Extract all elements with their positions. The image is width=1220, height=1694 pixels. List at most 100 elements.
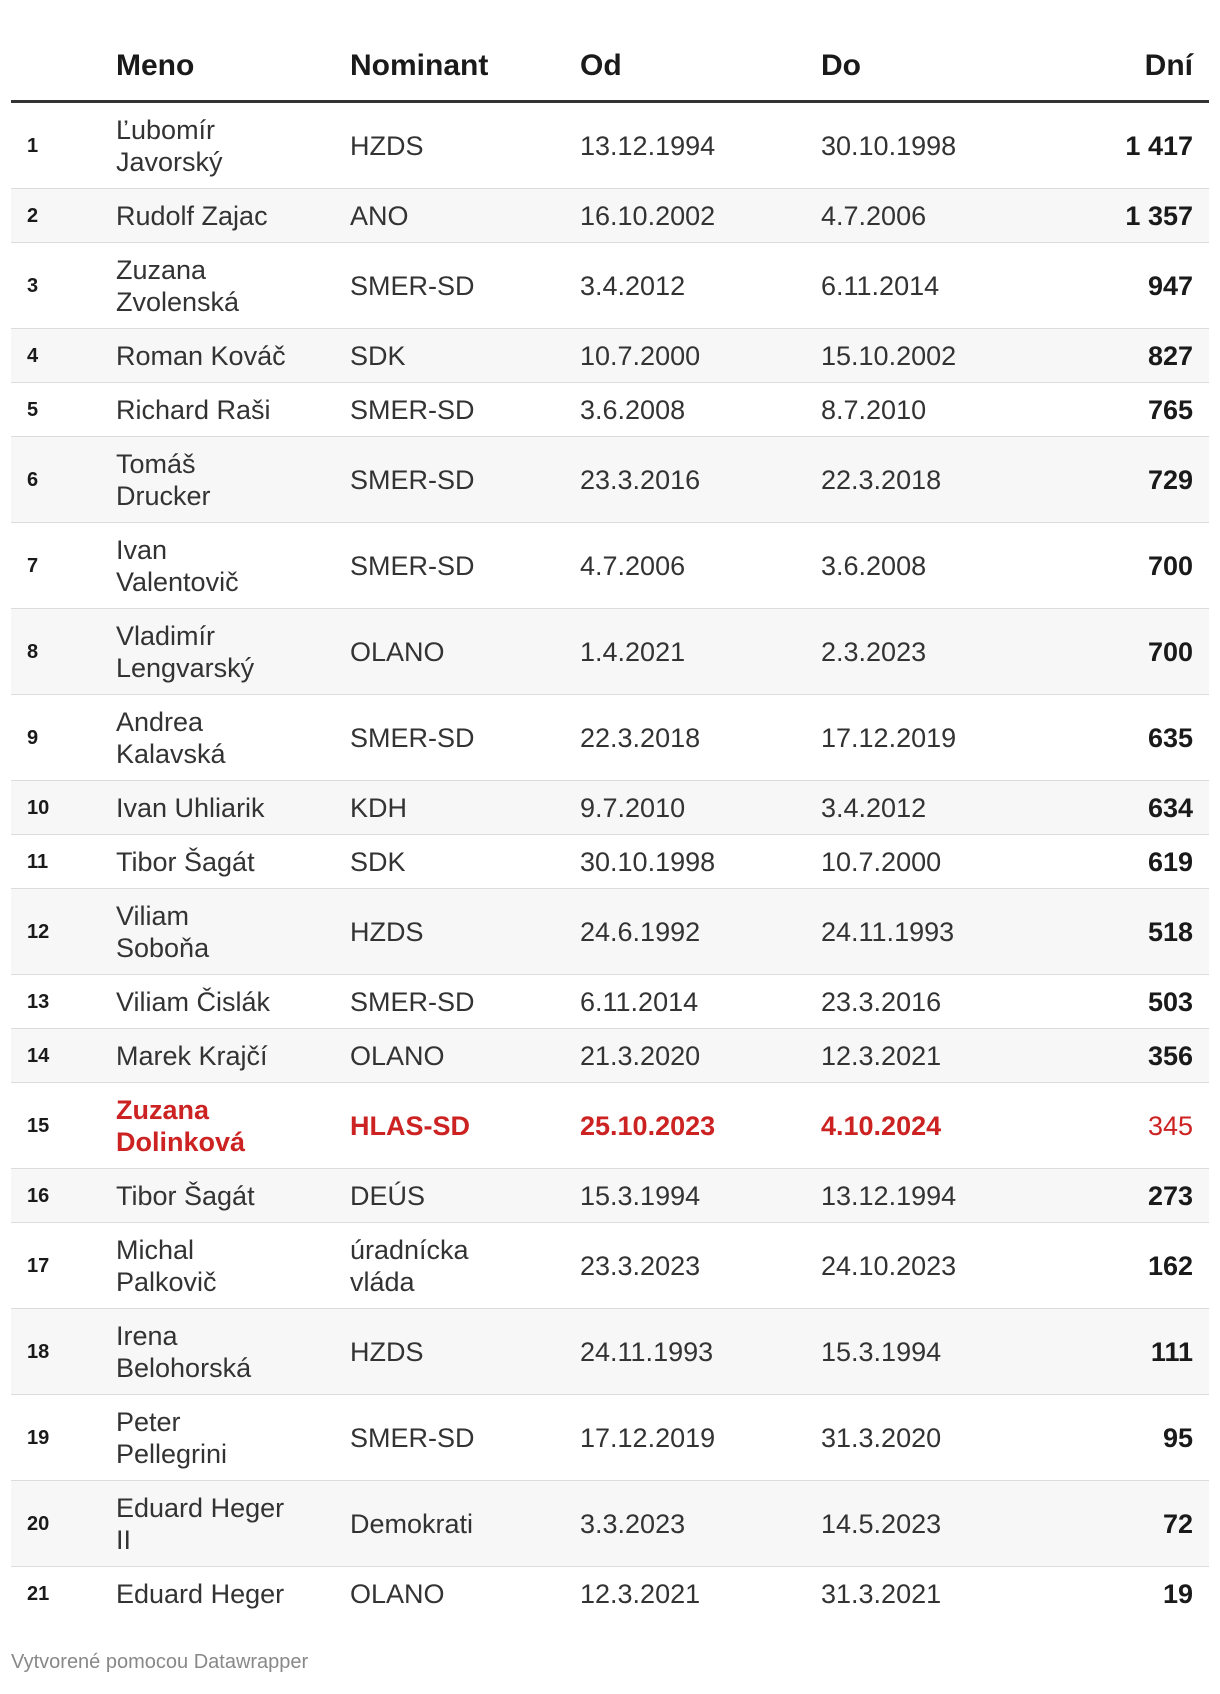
cell-name: Zuzana Dolinková [116,1083,350,1169]
header-from[interactable]: Od [580,32,821,103]
cell-party-text: SMER-SD [350,464,475,495]
cell-from: 24.6.1992 [580,889,821,975]
cell-party-text: ANO [350,200,409,231]
cell-name-text: Marek Krajčí [116,1040,268,1071]
cell-days-text: 827 [1147,340,1193,371]
table-row: 18 Irena Belohorská HZDS 24.11.1993 15.3.1994… [11,1308,1209,1395]
cell-from-text: 24.11.1993 [580,1336,714,1367]
cell-from-text: 13.12.1994 [580,130,716,161]
cell-to: 3.4.2012 [821,781,1061,835]
cell-from-text: 3.4.2012 [580,270,686,301]
table-row: 2 Rudolf Zajac ANO 16.10.2002 4.7.2006 1 357 [11,188,1209,243]
cell-party-text: SMER-SD [350,550,475,581]
cell-party-text: SMER-SD [350,986,475,1017]
cell-party: SMER-SD [350,975,580,1029]
cell-rank-text: 11 [27,850,49,873]
cell-name-text: Tomáš [116,448,196,479]
ministers-table: Meno Nominant Od Do Dní 1 Ľubomír Javorský… [11,32,1209,1620]
cell-rank-text: 3 [27,274,39,297]
table-row: 3 Zuzana Zvolenská SMER-SD 3.4.2012 6.11.2014… [11,243,1209,329]
table-row: 10 Ivan Uhliarik KDH 9.7.2010 3.4.2012 634 [11,780,1209,835]
cell-name-text: Vladimír [116,620,216,651]
footer-credit: Vytvorené pomocou Datawrapper [11,1651,309,1673]
cell-to-text: 15.10.2002 [821,340,957,371]
cell-to-text: 22.3.2018 [821,464,942,495]
cell-to: 24.10.2023 [821,1223,1061,1309]
cell-rank: 9 [11,695,116,781]
cell-from-text: 3.6.2008 [580,394,686,425]
cell-days: 635 [1061,695,1209,781]
cell-from: 21.3.2020 [580,1029,821,1083]
cell-from-text: 6.11.2014 [580,986,699,1017]
cell-from-text: 25.10.2023 [580,1110,716,1141]
cell-name: Tibor Šagát [116,1169,350,1223]
cell-party-text: SMER-SD [350,270,475,301]
cell-to-text: 6.11.2014 [821,270,940,301]
cell-to-text: 13.12.1994 [821,1180,957,1211]
cell-from-text: 21.3.2020 [580,1040,701,1071]
cell-days: 111 [1061,1309,1209,1395]
cell-from: 22.3.2018 [580,695,821,781]
table-row: 7 Ivan Valentovič SMER-SD 4.7.2006 3.6.2008 70… [11,523,1209,609]
cell-party: SMER-SD [350,437,580,523]
cell-to: 12.3.2021 [821,1029,1061,1083]
cell-rank: 14 [11,1029,116,1083]
cell-name: Ivan Valentovič [116,523,350,609]
cell-to: 10.7.2000 [821,835,1061,889]
table-row: 15 Zuzana Dolinková HLAS-SD 25.10.2023 4.10.2… [11,1083,1209,1169]
cell-days: 345 [1061,1083,1209,1169]
table-header: Meno Nominant Od Do Dní [11,32,1209,103]
table-row: 8 Vladimír Lengvarský OLANO 1.4.2021 2.3.2023… [11,608,1209,695]
cell-rank: 2 [11,189,116,243]
cell-name: Eduard Heger II [116,1481,350,1567]
cell-rank-text: 18 [27,1340,50,1363]
cell-name: Michal Palkovič [116,1223,350,1309]
cell-days-text: 273 [1147,1180,1193,1211]
table-body: 1 Ľubomír Javorský HZDS 13.12.1994 30.10.1998… [11,102,1209,1621]
cell-party-text: OLANO [350,636,445,667]
cell-name-text: Kalavská [116,738,226,769]
cell-party-text: vláda [350,1266,415,1297]
cell-from-text: 30.10.1998 [580,846,716,877]
cell-days: 619 [1061,835,1209,889]
header-days[interactable]: Dní [1061,32,1209,103]
cell-name: Peter Pellegrini [116,1395,350,1481]
cell-days-text: 72 [1162,1508,1193,1539]
cell-rank-text: 10 [27,796,50,819]
header-to[interactable]: Do [821,32,1061,103]
cell-name-text: Ivan Uhliarik [116,792,265,823]
cell-to-text: 24.10.2023 [821,1250,957,1281]
header-party[interactable]: Nominant [350,32,580,103]
cell-name-text: Tibor Šagát [116,846,255,877]
cell-name: Andrea Kalavská [116,695,350,781]
cell-to: 17.12.2019 [821,695,1061,781]
cell-party: SDK [350,835,580,889]
cell-from: 25.10.2023 [580,1083,821,1169]
cell-rank: 12 [11,889,116,975]
cell-days: 827 [1061,329,1209,383]
table-row: 5 Richard Raši SMER-SD 3.6.2008 8.7.2010 765 [11,383,1209,437]
cell-from: 6.11.2014 [580,975,821,1029]
cell-party: Demokrati [350,1481,580,1567]
table-row: 6 Tomáš Drucker SMER-SD 23.3.2016 22.3.2018 72… [11,436,1209,523]
cell-to: 14.5.2023 [821,1481,1061,1567]
cell-name-text: Zuzana [116,254,207,285]
cell-rank-text: 17 [27,1254,50,1277]
cell-from-text: 1.4.2021 [580,636,686,667]
cell-days: 700 [1061,523,1209,609]
cell-to-text: 3.6.2008 [821,550,927,581]
cell-party-text: HZDS [350,130,424,161]
cell-name-text: Dolinková [116,1126,246,1157]
cell-name-text: Lengvarský [116,652,255,683]
cell-days-text: 700 [1147,550,1193,581]
cell-name-text: Valentovič [116,566,239,597]
cell-rank: 1 [11,102,116,189]
cell-from-text: 12.3.2021 [580,1578,701,1609]
header-name[interactable]: Meno [116,32,350,103]
cell-party-text: SMER-SD [350,722,475,753]
cell-rank: 3 [11,243,116,329]
cell-name-text: Belohorská [116,1352,252,1383]
cell-days: 765 [1061,383,1209,437]
cell-rank: 18 [11,1309,116,1395]
cell-party: HZDS [350,889,580,975]
